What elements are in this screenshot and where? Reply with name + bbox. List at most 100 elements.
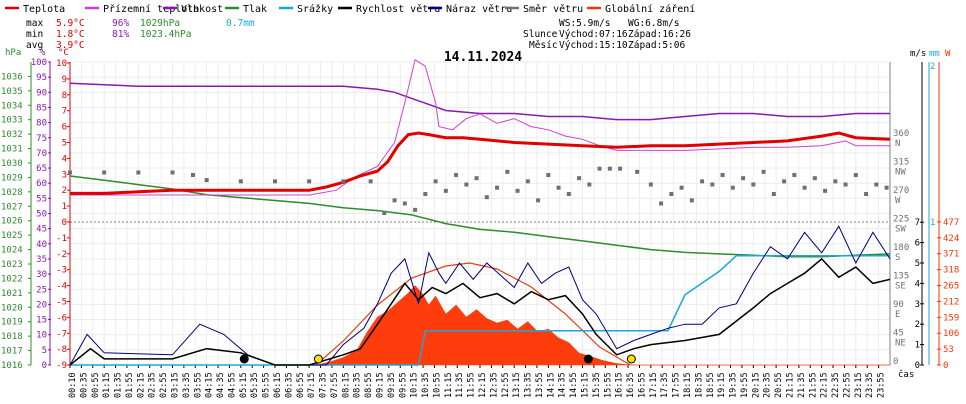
wind-dir-point — [556, 185, 561, 190]
axis-x-tick: 22:15 — [820, 372, 830, 398]
axis-x-tick: 00:55 — [91, 372, 101, 398]
wind-dir-point — [577, 176, 582, 181]
stat-max-temp: 5.9°C — [56, 18, 85, 29]
axis-dir-tick: 90 — [893, 300, 904, 310]
axis-x-tick: 11:35 — [455, 372, 465, 398]
stat-max-hum: 96% — [112, 18, 129, 29]
wind-dir-point — [635, 169, 640, 174]
axis-x-tick: 00:10 — [68, 372, 78, 398]
axis-w-tick: 0 — [943, 361, 948, 371]
axis-pct-label: % — [40, 48, 46, 58]
axis-degc-label: °C — [58, 48, 69, 58]
axis-x-tick: 17:55 — [672, 372, 682, 398]
axis-x-tick: 20:55 — [774, 372, 784, 398]
series-humidity — [69, 82, 890, 121]
axis-w-tick: 159 — [943, 313, 959, 323]
axis-x-tick: 02:55 — [159, 372, 169, 398]
axis-x-tick: 14:35 — [558, 372, 568, 398]
axis-pct-tick: 100 — [31, 58, 47, 68]
axis-x-tick: 18:15 — [683, 372, 693, 398]
axis-dir-name: NW — [895, 168, 906, 178]
axis-mm-label: mm — [929, 49, 940, 59]
axis-pct-tick: 95 — [36, 73, 47, 83]
wind-dir-point — [812, 176, 817, 181]
wind-dir-point — [720, 173, 725, 178]
axis-degc-tick: 10 — [56, 59, 67, 69]
axis-degc-tick: -4 — [56, 282, 67, 292]
axis-pct-tick: 25 — [36, 285, 47, 295]
axis-dir-name: NE — [895, 339, 906, 349]
wind-dir-point — [402, 201, 407, 206]
axis-x-tick: 23:55 — [877, 372, 887, 398]
axis-ms-tick: 1 — [915, 341, 920, 351]
axis-dir-tick: 360 — [893, 129, 909, 139]
axis-pct-tick: 85 — [36, 103, 47, 113]
wind-dir-point — [792, 173, 797, 178]
axis-x-tick: 20:15 — [751, 372, 761, 398]
axis-x-tick: 04:15 — [205, 372, 215, 398]
legend-label: Náraz větru — [446, 3, 512, 15]
axis-hpa-tick: 1019 — [1, 318, 23, 328]
axis-x-tick: 15:55 — [603, 372, 613, 398]
stat-avg-temp: 3.9°C — [56, 40, 85, 51]
axis-ms-tick: 4 — [915, 279, 920, 289]
axis-pct-tick: 40 — [36, 240, 47, 250]
axis-hpa-tick: 1026 — [1, 217, 23, 227]
stat-moonset: Západ:5:06 — [628, 40, 685, 51]
axis-x-tick: 16:35 — [626, 372, 636, 398]
axis-pct-tick: 90 — [36, 88, 47, 98]
axis-dir-tick: 0 — [893, 357, 898, 367]
stat-max-rain: 0.7mm — [226, 18, 255, 29]
axis-x-tick: 02:35 — [148, 372, 158, 398]
axis-x-tick: 16:15 — [615, 372, 625, 398]
axis-degc-tick: -3 — [56, 266, 67, 276]
stat-sunrise: Východ:07:16 — [559, 29, 628, 40]
axis-x-tick: 11:55 — [467, 372, 477, 398]
wind-dir-point — [802, 185, 807, 190]
wind-dir-point — [546, 173, 551, 178]
wind-dir-point — [782, 179, 787, 184]
axis-hpa-tick: 1017 — [1, 347, 23, 357]
wind-dir-point — [771, 192, 776, 197]
axis-dir-tick: 225 — [893, 215, 909, 225]
axis-pct-tick: 65 — [36, 164, 47, 174]
axis-x-tick: 04:35 — [216, 372, 226, 398]
legend-label: Tlak — [243, 4, 267, 15]
axis-dir-name: S — [895, 253, 900, 263]
axis-hpa-tick: 1016 — [1, 361, 23, 371]
axis-x-tick: 04:55 — [227, 372, 237, 398]
moonset-marker — [239, 354, 249, 364]
wind-dir-point — [679, 185, 684, 190]
axis-pct-tick: 0 — [42, 361, 47, 371]
wind-dir-point — [607, 166, 612, 171]
axis-dir-name: SW — [895, 225, 906, 235]
axis-hpa-tick: 1032 — [1, 130, 23, 140]
axis-w-tick: 318 — [943, 266, 959, 276]
axis-w-label: W — [945, 49, 951, 59]
axis-x-tick: 18:35 — [694, 372, 704, 398]
series-temperature — [70, 131, 891, 195]
axis-mm-tick: 1 — [930, 218, 935, 228]
axis-hpa-tick: 1031 — [1, 145, 23, 155]
axis-ms-tick: 3 — [915, 300, 920, 310]
axis-x-tick: 03:35 — [182, 372, 192, 398]
wind-dir-point — [102, 170, 107, 175]
axis-x-tick: 06:15 — [273, 372, 283, 398]
wind-dir-point — [454, 173, 459, 178]
wind-dir-point — [833, 179, 838, 184]
axis-x-tick: 14:55 — [569, 372, 579, 398]
axis-degc-tick: -5 — [56, 298, 67, 308]
axis-pct-tick: 75 — [36, 134, 47, 144]
wind-dir-point — [474, 176, 479, 181]
axis-w-tick: 477 — [943, 218, 959, 228]
axis-hpa-tick: 1025 — [1, 231, 23, 241]
axis-x-tick: 11:15 — [444, 372, 454, 398]
axis-pct-tick: 5 — [42, 346, 47, 356]
axis-x-tick: 02:15 — [136, 372, 146, 398]
axis-hpa-tick: 1030 — [1, 159, 23, 169]
wind-dir-point — [433, 179, 438, 184]
axis-degc-tick: 8 — [62, 91, 67, 101]
stat-moonrise: Východ:15:10 — [559, 40, 628, 51]
wind-dir-point — [515, 188, 520, 193]
axis-w-tick: 424 — [943, 234, 959, 244]
